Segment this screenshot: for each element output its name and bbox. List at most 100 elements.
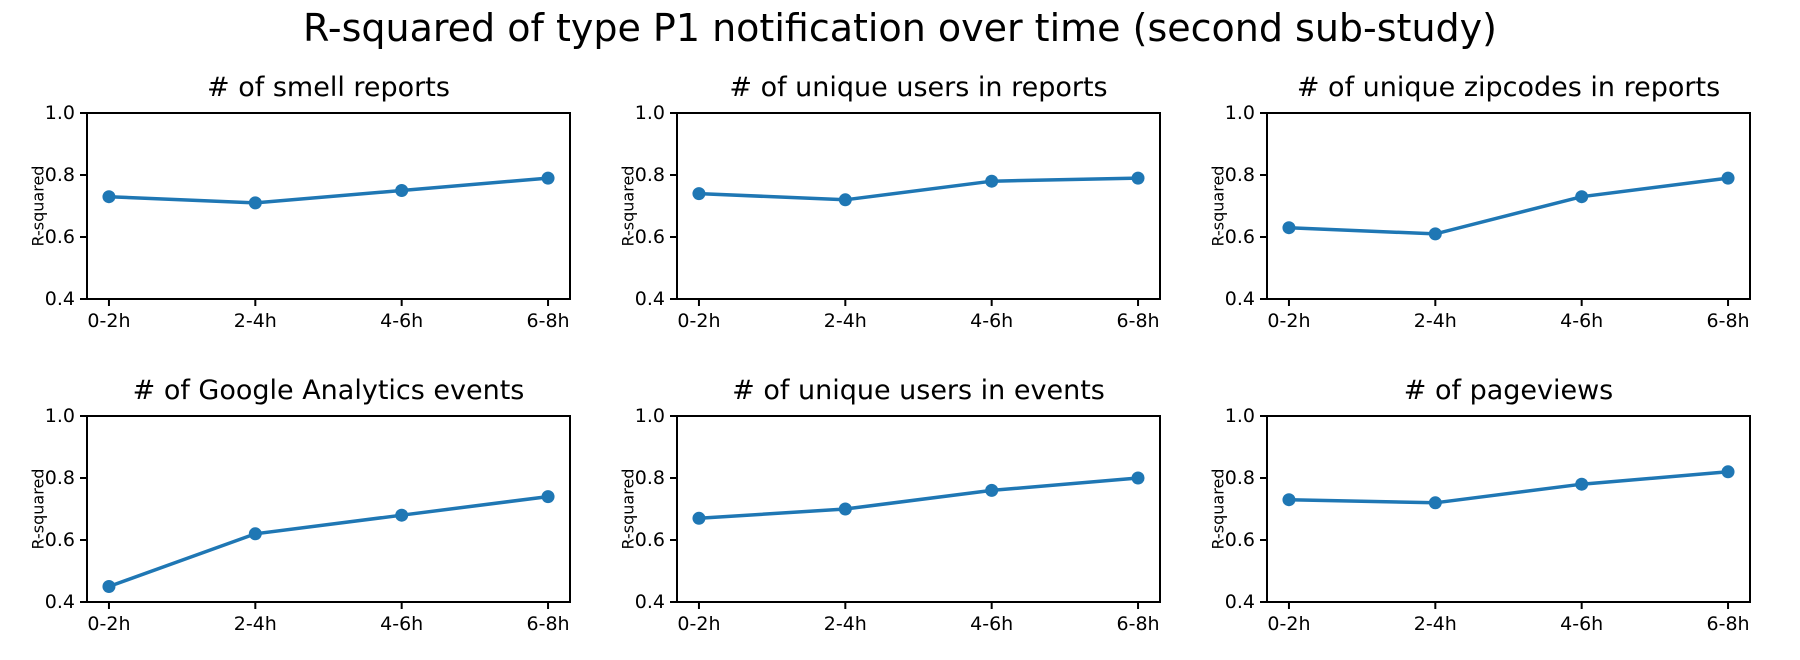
subplot-smell-reports: # of smell reports R-squared 0.4 0.6 0.8 1.… — [0, 60, 590, 330]
x-tick-label: 6-8h — [1117, 613, 1160, 633]
line-chart: 0.4 0.6 0.8 1.0 0-2h 2-4h 4-6h 6-8h — [1225, 405, 1751, 633]
x-tick-label: 6-8h — [1707, 310, 1750, 330]
x-tick-label: 0-2h — [87, 310, 130, 330]
y-tick-label: 0.8 — [635, 164, 665, 186]
data-point — [102, 580, 116, 593]
y-tick-label: 0.6 — [1225, 226, 1255, 248]
x-tick-label: 4-6h — [380, 310, 423, 330]
data-point — [1131, 171, 1145, 185]
x-tick-label: 0-2h — [1267, 613, 1310, 633]
x-tick-label: 6-8h — [527, 613, 570, 633]
y-tick-label: 0.8 — [45, 467, 75, 489]
x-tick-label: 4-6h — [380, 613, 423, 633]
y-tick-label: 0.4 — [635, 288, 665, 310]
x-tick-label: 4-6h — [970, 613, 1013, 633]
line-chart: 0.4 0.6 0.8 1.0 0-2h 2-4h 4-6h 6-8h — [45, 102, 571, 330]
axes-frame — [1266, 415, 1751, 603]
x-tick-label: 0-2h — [1267, 310, 1310, 330]
line-series — [697, 476, 1140, 521]
y-tick-label: 0.6 — [635, 226, 665, 248]
x-tick-label: 4-6h — [1560, 613, 1603, 633]
axes-frame — [676, 112, 1161, 300]
data-point — [541, 490, 555, 504]
line-series — [697, 176, 1140, 202]
data-point — [985, 483, 999, 497]
data-point — [102, 190, 116, 204]
data-point — [1428, 227, 1442, 241]
line-series — [107, 494, 550, 589]
y-tick-label: 1.0 — [635, 405, 665, 427]
line-chart: 0.4 0.6 0.8 1.0 0-2h 2-4h 4-6h 6-8h — [45, 405, 571, 633]
figure-title: R-squared of type P1 notification over t… — [303, 6, 1497, 50]
x-tick-label: 6-8h — [1707, 613, 1750, 633]
y-tick-label: 0.4 — [1225, 288, 1255, 310]
x-tick-label: 2-4h — [234, 613, 277, 633]
line-series — [1287, 470, 1730, 505]
x-tick-label: 2-4h — [824, 310, 867, 330]
data-point — [985, 174, 999, 188]
y-tick-label: 0.8 — [45, 164, 75, 186]
data-point — [1131, 471, 1145, 485]
x-tick-label: 2-4h — [1414, 310, 1457, 330]
x-tick-label: 0-2h — [677, 613, 720, 633]
y-tick-label: 0.4 — [1225, 591, 1255, 613]
y-tick-label: 0.8 — [1225, 467, 1255, 489]
data-point — [541, 171, 555, 185]
y-tick-label: 1.0 — [635, 102, 665, 124]
data-point — [692, 511, 706, 525]
subplot-title: # of smell reports — [207, 72, 450, 103]
data-point — [1282, 493, 1296, 507]
y-tick-label: 1.0 — [1225, 405, 1255, 427]
data-point — [1282, 221, 1296, 235]
data-point — [1721, 465, 1735, 479]
data-point — [248, 196, 262, 210]
y-tick-label: 0.6 — [1225, 529, 1255, 551]
data-point — [1575, 477, 1589, 491]
data-point — [838, 193, 852, 207]
data-point — [1428, 496, 1442, 510]
y-tick-label: 0.8 — [635, 467, 665, 489]
x-tick-label: 0-2h — [677, 310, 720, 330]
y-tick-label: 0.6 — [635, 529, 665, 551]
y-tick-label: 0.6 — [45, 529, 75, 551]
y-tick-label: 0.4 — [635, 591, 665, 613]
subplot-unique-users-events: # of unique users in events R-squared 0.… — [590, 363, 1180, 633]
subplot-title: # of unique users in events — [732, 375, 1105, 406]
y-tick-label: 0.8 — [1225, 164, 1255, 186]
y-tick-label: 0.6 — [45, 226, 75, 248]
subplot-title: # of Google Analytics events — [132, 375, 525, 406]
data-point — [692, 187, 706, 201]
line-chart: 0.4 0.6 0.8 1.0 0-2h 2-4h 4-6h 6-8h — [635, 405, 1161, 633]
subplot-title: # of unique zipcodes in reports — [1296, 72, 1721, 103]
line-series — [107, 176, 550, 205]
subplot-google-analytics-events: # of Google Analytics events R-squared 0… — [0, 363, 590, 633]
subplot-title: # of unique users in reports — [729, 72, 1108, 103]
y-tick-label: 0.4 — [45, 288, 75, 310]
y-tick-label: 1.0 — [45, 102, 75, 124]
x-tick-label: 6-8h — [527, 310, 570, 330]
line-chart: 0.4 0.6 0.8 1.0 0-2h 2-4h 4-6h 6-8h — [635, 102, 1161, 330]
axes-frame — [86, 415, 571, 603]
line-chart: 0.4 0.6 0.8 1.0 0-2h 2-4h 4-6h 6-8h — [1225, 102, 1751, 330]
data-point — [1575, 190, 1589, 204]
x-tick-label: 4-6h — [970, 310, 1013, 330]
subplot-unique-users-reports: # of unique users in reports R-squared 0… — [590, 60, 1180, 330]
x-tick-label: 2-4h — [1414, 613, 1457, 633]
x-tick-label: 0-2h — [87, 613, 130, 633]
axes-frame — [676, 415, 1161, 603]
x-tick-label: 2-4h — [234, 310, 277, 330]
subplot-title: # of pageviews — [1403, 375, 1614, 406]
data-point — [395, 184, 409, 197]
x-tick-label: 6-8h — [1117, 310, 1160, 330]
data-point — [838, 502, 852, 516]
y-tick-label: 1.0 — [45, 405, 75, 427]
x-tick-label: 2-4h — [824, 613, 867, 633]
x-tick-label: 4-6h — [1560, 310, 1603, 330]
data-point — [1721, 171, 1735, 185]
data-point — [248, 527, 262, 541]
axes-frame — [1266, 112, 1751, 300]
data-point — [395, 508, 409, 522]
subplot-pageviews: # of pageviews R-squared 0.4 0.6 0.8 1.0 0-2… — [1180, 363, 1770, 633]
line-series — [1287, 176, 1730, 236]
